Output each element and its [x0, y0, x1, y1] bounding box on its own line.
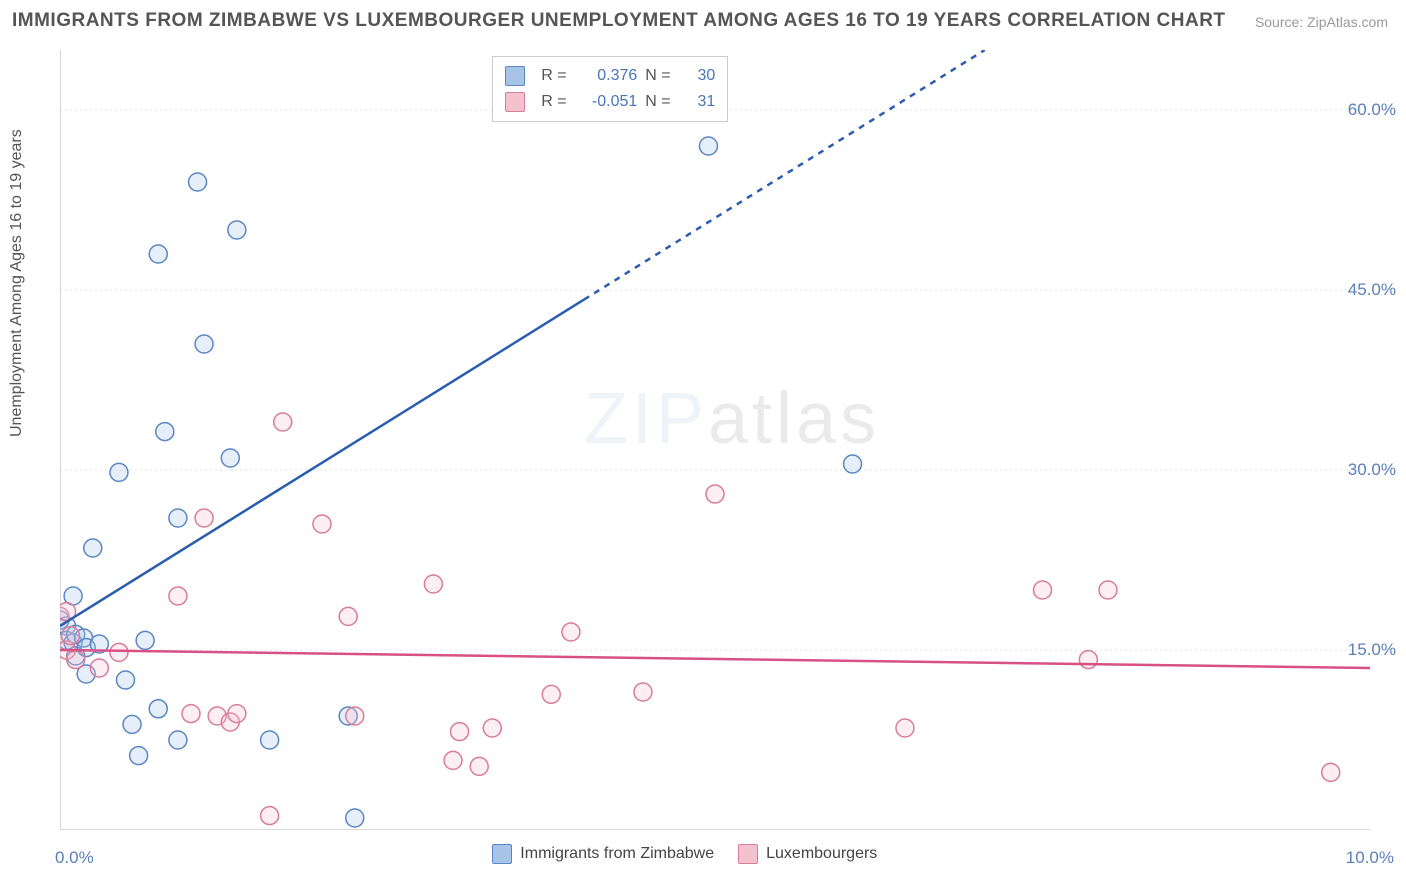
legend-r-value: -0.051 [577, 93, 637, 111]
legend-swatch [505, 92, 525, 112]
y-tick-label: 45.0% [1348, 280, 1396, 300]
legend-r-label: R = [541, 67, 569, 85]
legend-r-value: 0.376 [577, 67, 637, 85]
y-tick-label: 60.0% [1348, 100, 1396, 120]
chart-container: IMMIGRANTS FROM ZIMBABWE VS LUXEMBOURGER… [0, 0, 1406, 892]
legend-r-label: R = [541, 93, 569, 111]
legend-item: Luxembourgers [738, 844, 877, 864]
legend-swatch [738, 844, 758, 864]
stats-legend: R = 0.376 N = 30 R = -0.051 N = 31 [492, 56, 728, 122]
series-legend: Immigrants from Zimbabwe Luxembourgers [492, 844, 877, 864]
legend-item: Immigrants from Zimbabwe [492, 844, 714, 864]
source-attribution: Source: ZipAtlas.com [1255, 14, 1388, 30]
legend-swatch [505, 66, 525, 86]
legend-n-label: N = [645, 93, 673, 111]
legend-n-value: 30 [681, 67, 715, 85]
stats-legend-row: R = -0.051 N = 31 [505, 89, 715, 115]
legend-swatch [492, 844, 512, 864]
legend-label: Luxembourgers [766, 845, 877, 862]
stats-legend-row: R = 0.376 N = 30 [505, 63, 715, 89]
legend-n-value: 31 [681, 93, 715, 111]
y-axis-label: Unemployment Among Ages 16 to 19 years [8, 129, 26, 437]
y-tick-label: 30.0% [1348, 460, 1396, 480]
chart-title: IMMIGRANTS FROM ZIMBABWE VS LUXEMBOURGER… [12, 10, 1226, 32]
x-tick-start: 0.0% [55, 848, 94, 868]
x-tick-end: 10.0% [1346, 848, 1394, 868]
legend-label: Immigrants from Zimbabwe [520, 845, 714, 862]
y-tick-label: 15.0% [1348, 640, 1396, 660]
scatter-plot [60, 50, 1370, 830]
legend-n-label: N = [645, 67, 673, 85]
